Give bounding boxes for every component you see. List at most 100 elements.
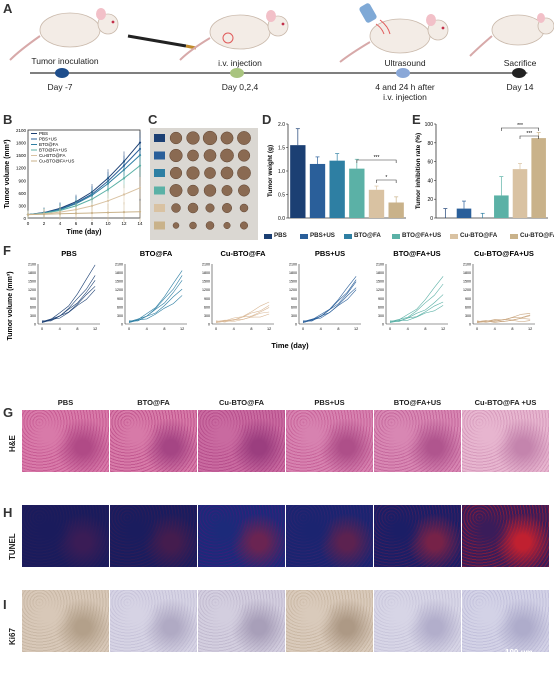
y-tick-label: 0.5 [278,193,285,199]
bar [531,138,546,218]
group-swatch [154,221,165,230]
individual-curve [215,301,270,323]
histology-column-title: Cu-BTO@FA [218,398,265,407]
y-tick-label: 1800 [28,271,36,275]
ki67-image [110,590,197,652]
legend-label: BTO@FA+US [402,232,442,239]
panel-label-h: H [3,505,13,520]
y-tick-label: 1500 [28,280,36,284]
data-point [26,213,30,216]
tumor-sample [240,221,248,230]
panel-label-g: G [3,405,14,420]
y-tick-label: 1200 [376,288,384,292]
individual-curve [41,289,96,323]
timeline-marker [230,68,244,78]
y-tick-label: 1500 [202,280,210,284]
data-point [122,177,126,180]
x-tick-label: 8 [250,327,252,331]
data-point [74,212,78,215]
series-line [27,211,141,216]
data-point [122,193,126,196]
tumor-sample [237,166,251,180]
x-tick-label: 0 [27,221,30,226]
subplot-title: Cu-BTO@FA [220,249,266,258]
y-tick-label: 1500 [16,153,27,158]
y-tick-label: 20 [427,197,433,203]
tumor-photo [150,128,258,240]
histology-column-title: Cu-BTO@FA +US [474,398,537,407]
tumor-sample [172,222,180,229]
y-tick-label: 1800 [202,271,210,275]
legend-swatch [450,234,458,239]
significance-label: * [385,175,387,181]
y-tick-label: 1200 [289,288,297,292]
tunel-image [198,505,285,567]
y-tick-label: 600 [291,305,297,309]
significance-label: *** [374,155,380,161]
x-tick-label: 8 [163,327,165,331]
y-tick-label: 600 [378,305,384,309]
legend-swatch [344,234,352,239]
data-point [58,212,62,215]
ki67-image [462,590,549,652]
tumor-sample [186,166,200,180]
group-swatch [154,134,165,142]
y-axis-label: Tumor inhibition rate (%) [415,133,422,209]
y-tick-label: 2100 [28,263,36,267]
series-line [27,187,141,216]
scale-bar [527,660,543,663]
individual-curve [389,283,444,323]
significance-label: *** [517,123,523,129]
tumor-sample [186,131,200,145]
significance-bracket [501,127,539,131]
row-label-ki67: Ki67 [8,628,17,645]
histology-column-title: BTO@FA [137,398,170,407]
timeline-marker [55,68,69,78]
series-line [27,154,141,216]
y-tick-label: 80 [427,141,433,147]
tunel-image [22,505,109,567]
legend-swatch [392,234,400,239]
ultrasound-probe-icon [359,3,391,35]
subplot-title: PBS [61,249,76,258]
event-label: i.v. injection [218,58,262,68]
x-tick-label: 12 [528,327,532,331]
event-day: Day 14 [506,82,534,92]
tunel-image [110,505,197,567]
y-tick-label: 2100 [289,263,297,267]
tumor-sample [205,203,215,213]
x-axis-label: Time (day) [271,341,309,350]
significance-bracket [376,179,397,183]
timeline-marker [396,68,410,78]
histology-column-title: PBS [57,398,74,407]
tumor-sample [169,166,183,180]
tumor-photo-content [154,130,251,230]
tumor-sample [220,131,234,145]
y-tick-label: 900 [18,178,26,183]
x-tick-label: 0 [41,327,43,331]
significance-bracket [519,135,539,139]
x-tick-label: 0 [302,327,304,331]
legend-label: BTO@FA [39,142,58,147]
y-tick-label: 0 [23,216,26,221]
x-tick-label: 8 [424,327,426,331]
subplot-title: BTO@FA+US [393,249,440,258]
individual-curve [41,275,96,323]
tumor-sample [169,184,183,197]
individual-curve [215,313,270,323]
series-line [27,165,141,216]
y-tick-label: 0 [121,323,123,327]
legend-label: Cu-BTO@FA+US [520,232,554,239]
bar [388,202,404,218]
x-tick-label: 6 [75,221,78,226]
panel-label-d: D [262,112,272,127]
data-point [106,211,110,214]
ki67-image [22,590,109,652]
x-tick-label: 8 [511,327,513,331]
he-image [286,410,373,472]
x-tick-label: 4 [494,327,496,331]
y-tick-label: 900 [465,297,471,301]
y-tick-label: 1500 [376,280,384,284]
mouse-icon [339,14,449,63]
